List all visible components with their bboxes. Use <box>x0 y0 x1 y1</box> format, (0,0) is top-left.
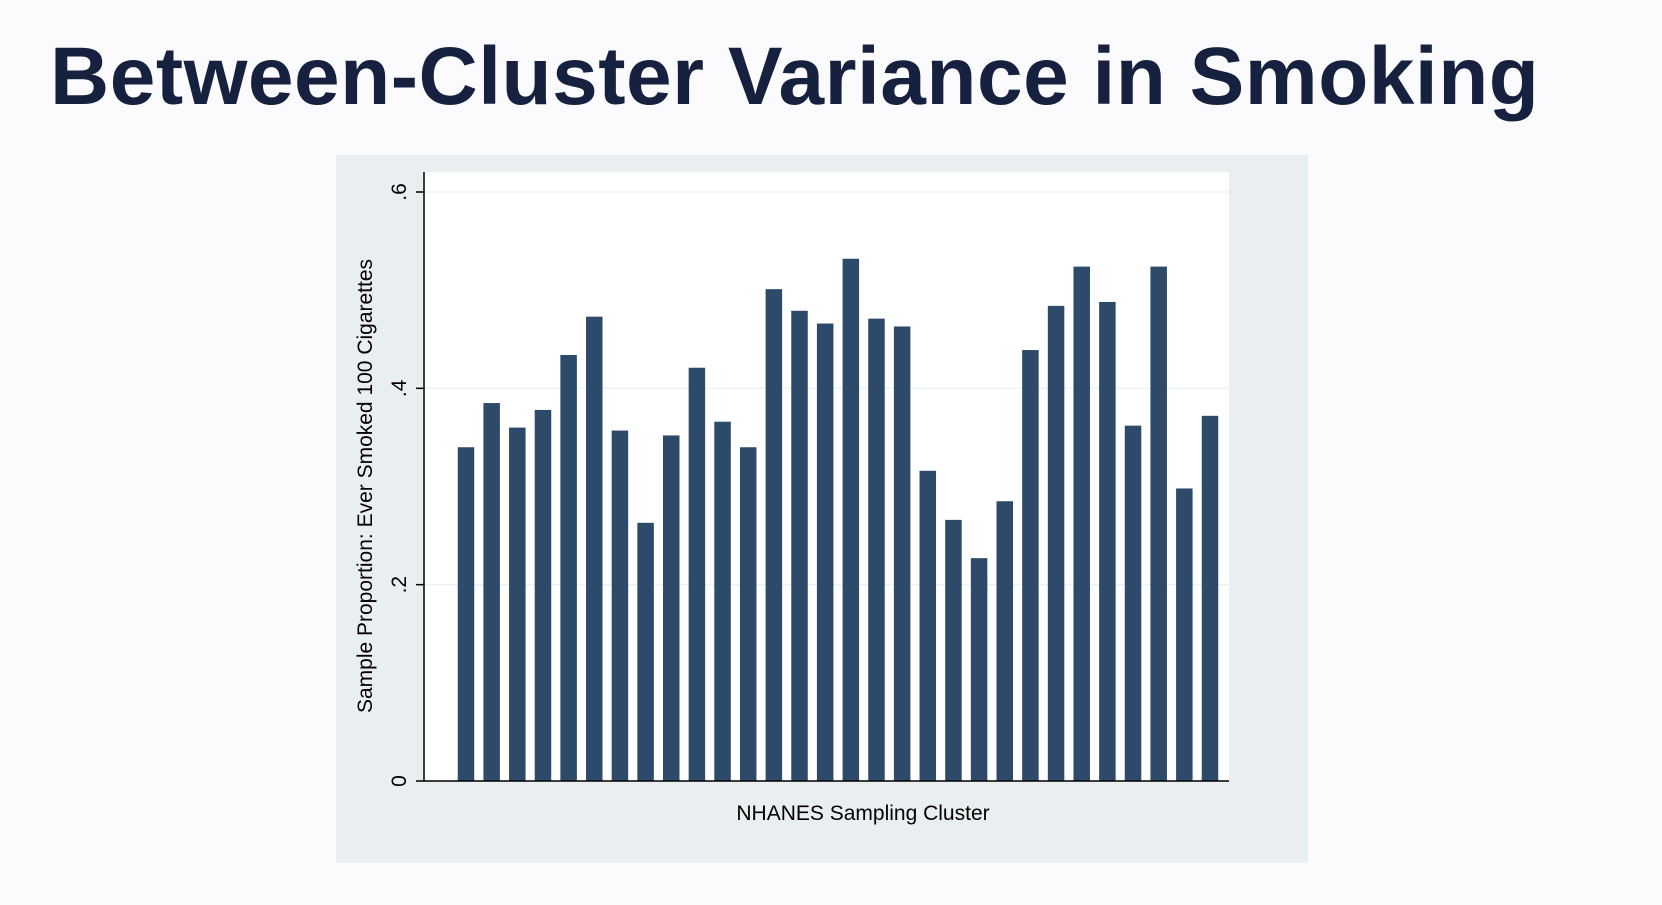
bar <box>816 323 834 781</box>
bar <box>996 501 1014 781</box>
bar <box>586 316 603 781</box>
bar <box>637 522 654 781</box>
bar <box>560 354 577 781</box>
bar <box>483 403 500 781</box>
bar <box>534 409 552 781</box>
bar <box>509 427 526 781</box>
bar-chart: 0 .2 .4 .6 NHANES Sampling Cluster Sample P… <box>354 172 1229 825</box>
bar <box>945 519 962 781</box>
bar <box>688 367 706 781</box>
bar <box>970 558 988 781</box>
bar <box>791 310 808 781</box>
bar <box>457 447 475 781</box>
slide-title: Between-Cluster Variance in Smoking <box>50 31 1540 122</box>
bar <box>919 470 937 781</box>
bar <box>1022 350 1039 781</box>
bar <box>611 430 629 781</box>
y-axis: 0 .2 .4 .6 <box>388 172 425 787</box>
y-axis-label: Sample Proportion: Ever Smoked 100 Cigar… <box>354 259 377 713</box>
chart-panel: 0 .2 .4 .6 NHANES Sampling Cluster Sample P… <box>336 155 1308 863</box>
bar <box>1047 305 1065 781</box>
bar <box>893 326 911 781</box>
bar <box>842 258 860 781</box>
bar <box>662 435 680 781</box>
bar <box>1201 415 1219 781</box>
bar <box>1073 266 1090 781</box>
bar <box>765 289 783 781</box>
bar <box>739 447 757 781</box>
bar <box>1124 425 1142 781</box>
x-axis-label: NHANES Sampling Cluster <box>736 802 989 825</box>
y-tick-label: 0 <box>388 775 411 787</box>
y-tick-label: .4 <box>388 379 411 397</box>
bar <box>1099 301 1116 781</box>
bar <box>1150 266 1167 781</box>
bars <box>457 258 1219 781</box>
bar <box>714 421 731 781</box>
bar <box>1176 488 1193 781</box>
bar <box>868 318 885 781</box>
y-tick-label: .6 <box>388 183 411 201</box>
y-tick-label: .2 <box>388 576 411 594</box>
